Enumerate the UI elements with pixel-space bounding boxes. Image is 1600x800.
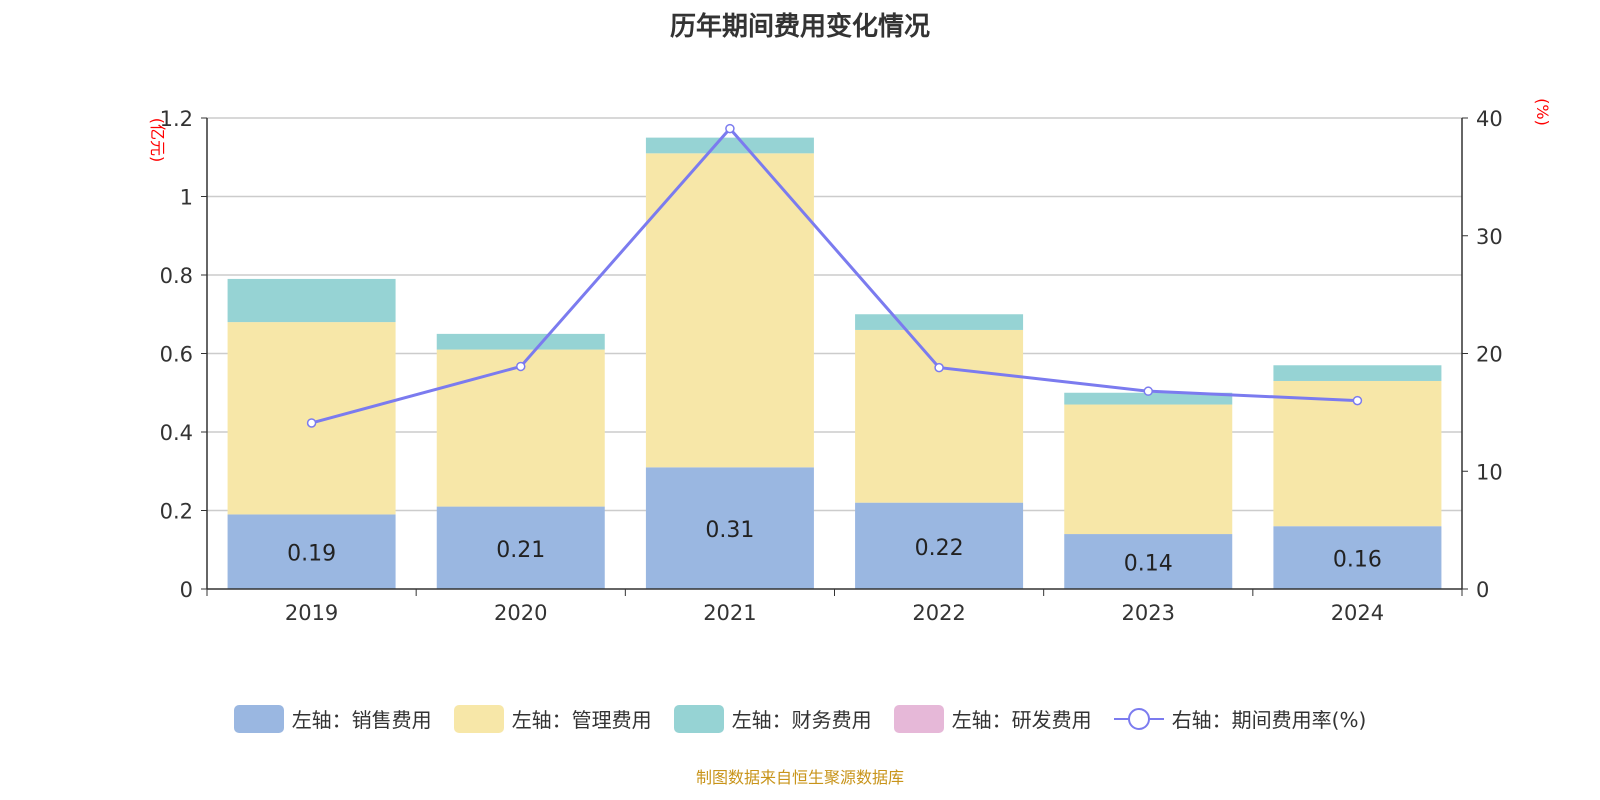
legend-label: 左轴：管理费用 <box>511 708 652 732</box>
right-tick-label: 0 <box>1476 578 1489 602</box>
rate-point <box>516 361 526 372</box>
x-tick-label: 2023 <box>1122 601 1175 625</box>
bar-segment <box>855 502 1024 589</box>
x-tick-label: 2022 <box>912 601 965 625</box>
x-tick-label: 2020 <box>494 601 547 625</box>
bar-segment <box>1064 404 1233 535</box>
bar-segment <box>645 137 814 154</box>
legend-swatch <box>233 704 284 733</box>
right-tick-label: 30 <box>1476 225 1503 249</box>
legend-item[interactable]: 左轴：财务费用 <box>673 704 872 733</box>
bar-segment <box>1064 534 1233 589</box>
rate-point <box>934 362 944 373</box>
legend-item[interactable]: 左轴：研发费用 <box>893 704 1092 733</box>
bar-segment <box>645 153 814 468</box>
rate-point <box>306 418 317 428</box>
rate-point <box>1143 386 1153 396</box>
legend-line-marker-icon <box>1113 707 1164 730</box>
legend-swatch <box>453 704 504 733</box>
bar-data-label: 0.21 <box>496 538 545 563</box>
bar-segment <box>1064 392 1233 405</box>
legend-label: 左轴：销售费用 <box>291 708 432 732</box>
legend-item[interactable]: 左轴：管理费用 <box>453 704 652 733</box>
left-axis-label: (亿元) <box>148 118 167 163</box>
source-footer: 制图数据来自恒生聚源数据库 <box>695 768 904 787</box>
bar-segment <box>436 506 605 589</box>
left-tick-label: 1 <box>180 186 193 210</box>
left-tick-label: 0.4 <box>160 421 193 445</box>
x-tick-label: 2019 <box>285 601 338 625</box>
legend: 左轴：销售费用 左轴：管理费用 左轴：财务费用 左轴：研发费用 右轴：期间费用率(%) <box>0 704 1600 733</box>
right-axis-label: (%) <box>1533 98 1552 126</box>
legend-label: 左轴：研发费用 <box>951 708 1092 732</box>
bar-segment <box>436 333 605 350</box>
left-tick-label: 0 <box>180 578 193 602</box>
bar-segment <box>855 329 1024 503</box>
legend-swatch <box>673 704 724 733</box>
left-tick-label: 0.8 <box>160 264 193 288</box>
bar-data-label: 0.14 <box>1124 552 1173 577</box>
x-tick-label: 2021 <box>703 601 756 625</box>
legend-label: 左轴：财务费用 <box>731 708 872 732</box>
rate-point <box>725 123 735 134</box>
chart-title: 历年期间费用变化情况 <box>669 12 930 42</box>
left-tick-label: 0.6 <box>160 343 193 367</box>
right-tick-label: 40 <box>1476 107 1503 131</box>
legend-item[interactable]: 右轴：期间费用率(%) <box>1113 704 1367 733</box>
legend-swatch <box>893 704 944 733</box>
bar-segment <box>436 349 605 507</box>
bar-segment <box>227 278 396 323</box>
bar-segment <box>645 467 814 589</box>
legend-item[interactable]: 左轴：销售费用 <box>233 704 432 733</box>
rate-line <box>311 126 1358 425</box>
bar-segment <box>855 314 1024 330</box>
left-tick-label: 1.2 <box>160 107 193 131</box>
left-tick-label: 0.2 <box>160 500 193 524</box>
bar-segment <box>1273 526 1442 589</box>
bar-segment <box>1273 365 1442 381</box>
bar-segment <box>227 514 396 589</box>
bar-data-label: 0.16 <box>1333 548 1382 573</box>
bar-data-label: 0.22 <box>915 536 964 561</box>
x-tick-label: 2024 <box>1331 601 1384 625</box>
bar-data-label: 0.31 <box>705 518 754 543</box>
right-tick-label: 20 <box>1476 343 1503 367</box>
legend-label: 右轴：期间费用率(%) <box>1171 708 1367 732</box>
bar-data-label: 0.19 <box>287 542 336 567</box>
right-tick-label: 10 <box>1476 460 1503 484</box>
rate-point <box>1352 395 1363 406</box>
